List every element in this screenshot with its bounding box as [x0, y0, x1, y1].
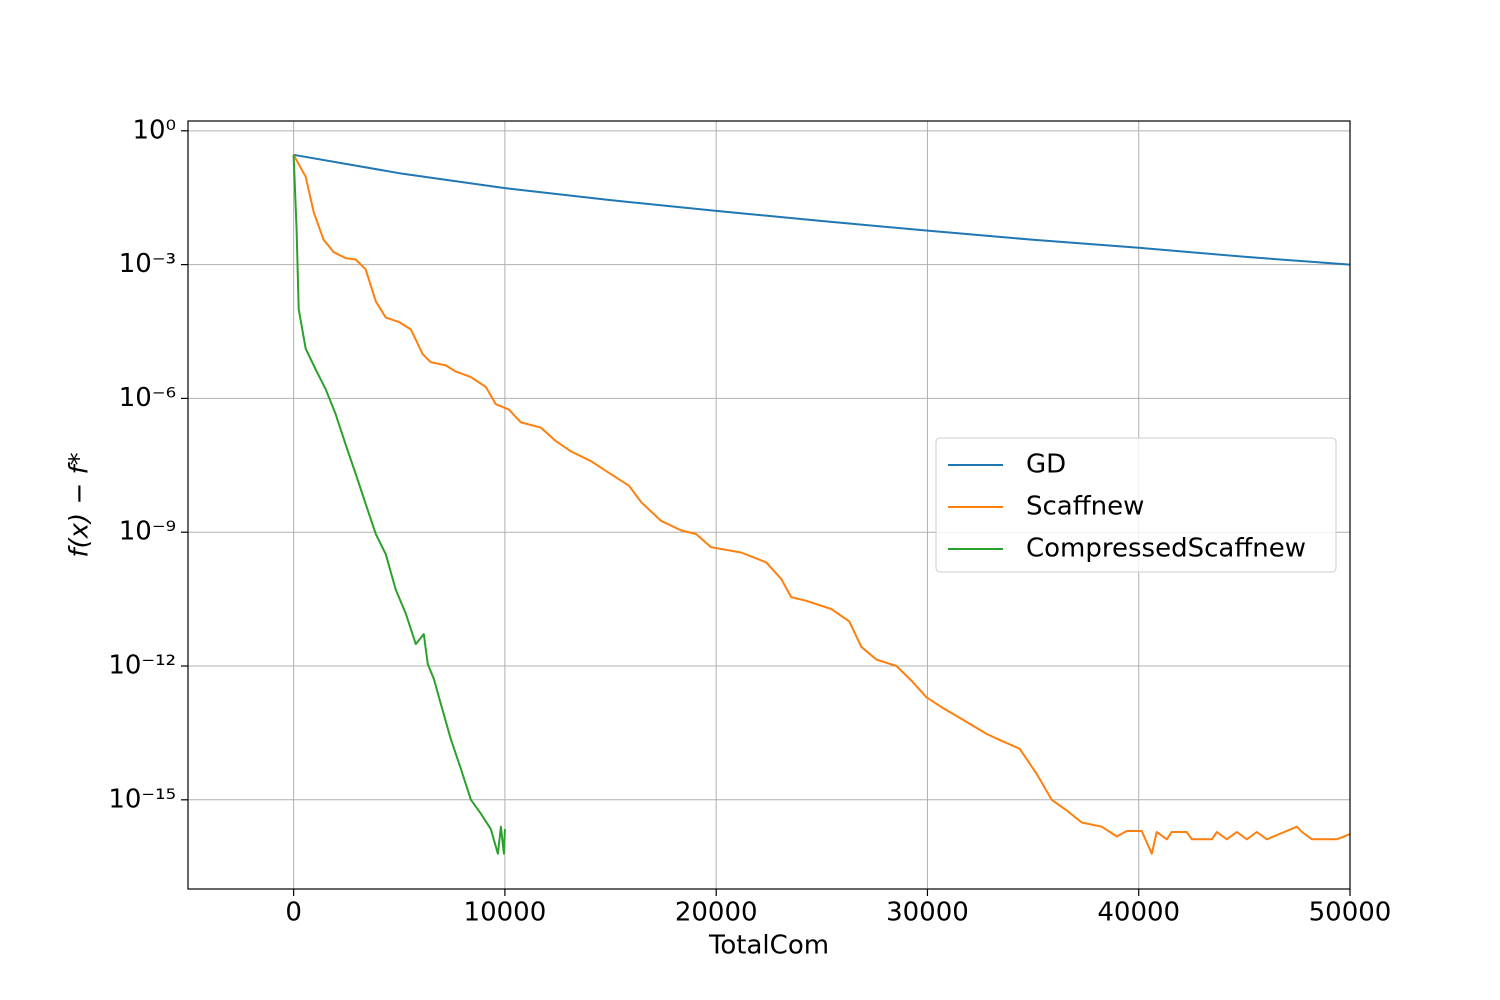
y-tick-label: 10⁻⁹ — [119, 517, 176, 547]
x-tick-label: 40000 — [1097, 898, 1180, 928]
legend-label: Scaffnew — [1026, 492, 1144, 522]
y-tick-label: 10⁻¹⁵ — [108, 784, 176, 814]
x-tick-label: 30000 — [886, 898, 969, 928]
y-axis-label: f(x) − f* — [65, 452, 95, 557]
y-tick-label: 10⁻⁶ — [119, 383, 176, 413]
ticks: 0 10000 20000 30000 40000 50000 10⁰ 10⁻³ 10⁻⁶ 10⁻… — [108, 115, 1391, 927]
x-tick-label: 50000 — [1309, 898, 1392, 928]
y-tick-label: 10⁻¹² — [108, 651, 176, 681]
plot-frame — [187, 120, 1351, 890]
legend-label: GD — [1026, 450, 1066, 480]
y-tick-label: 10⁻³ — [119, 249, 176, 279]
x-axis-label: TotalCom — [708, 931, 829, 961]
lines — [292, 153, 1351, 855]
legend-box — [935, 437, 1337, 573]
series-line — [292, 154, 506, 855]
y-tick-label: 10⁰ — [132, 115, 176, 145]
x-tick-label: 10000 — [464, 898, 547, 928]
x-tick-label: 0 — [285, 898, 302, 928]
x-tick-label: 20000 — [675, 898, 758, 928]
legend: GD Scaffnew CompressedScaffnew — [935, 437, 1337, 573]
series-line — [292, 154, 1351, 855]
legend-label: CompressedScaffnew — [1026, 534, 1306, 564]
series-line — [293, 153, 1351, 266]
